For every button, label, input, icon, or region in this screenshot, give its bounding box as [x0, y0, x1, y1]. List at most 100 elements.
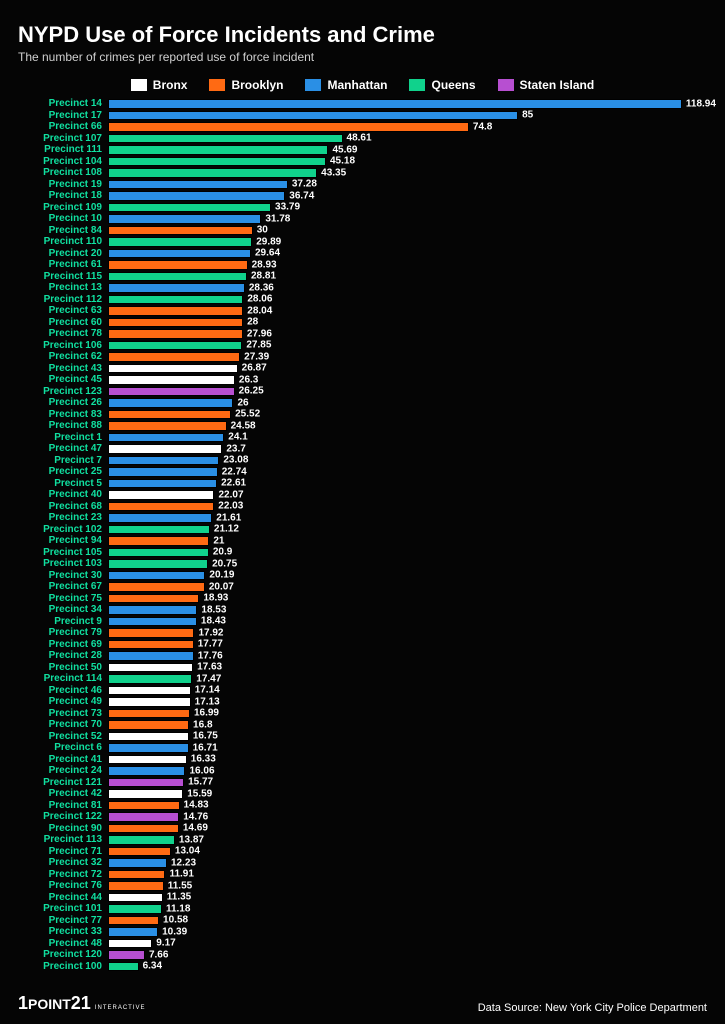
- legend-swatch: [131, 79, 147, 91]
- bar-area: 118.94: [108, 98, 687, 110]
- bar: [108, 467, 218, 477]
- bar: [108, 364, 238, 374]
- precinct-label: Precinct 43: [26, 363, 108, 374]
- chart-row: Precinct 9014.69: [26, 823, 687, 835]
- bar: [108, 387, 235, 397]
- bar-area: 9.17: [108, 938, 687, 950]
- value-label: 27.85: [242, 340, 271, 351]
- value-label: 16.71: [189, 742, 218, 753]
- precinct-label: Precinct 40: [26, 489, 108, 500]
- bar-area: 43.35: [108, 167, 687, 179]
- legend-label: Staten Island: [520, 78, 595, 92]
- bar-area: 29.89: [108, 236, 687, 248]
- bar-area: 26.25: [108, 386, 687, 398]
- bar-area: 29.64: [108, 248, 687, 260]
- chart-row: Precinct 2626: [26, 397, 687, 409]
- precinct-label: Precinct 72: [26, 869, 108, 880]
- value-label: 16.33: [187, 754, 216, 765]
- bar: [108, 456, 219, 466]
- value-label: 18.93: [199, 593, 228, 604]
- bar-area: 17.13: [108, 696, 687, 708]
- chart-row: Precinct 10843.35: [26, 167, 687, 179]
- bar: [108, 260, 248, 270]
- bar-area: 17.63: [108, 662, 687, 674]
- bar: [108, 99, 682, 109]
- chart-row: Precinct 2029.64: [26, 248, 687, 260]
- bar: [108, 490, 214, 500]
- bar-area: 26: [108, 397, 687, 409]
- precinct-label: Precinct 68: [26, 501, 108, 512]
- precinct-label: Precinct 48: [26, 938, 108, 949]
- bar-area: 36.74: [108, 190, 687, 202]
- bar: [108, 732, 189, 742]
- chart-row: Precinct 4215.59: [26, 788, 687, 800]
- value-label: 43.35: [317, 167, 346, 178]
- bar: [108, 157, 326, 167]
- value-label: 9.17: [152, 938, 175, 949]
- chart-row: Precinct 1006.34: [26, 961, 687, 973]
- bar: [108, 548, 209, 558]
- bar-area: 11.91: [108, 869, 687, 881]
- chart-row: Precinct 11417.47: [26, 673, 687, 685]
- chart-row: Precinct 1031.78: [26, 213, 687, 225]
- value-label: 74.8: [469, 121, 492, 132]
- precinct-label: Precinct 81: [26, 800, 108, 811]
- chart-row: Precinct 4326.87: [26, 363, 687, 375]
- precinct-label: Precinct 62: [26, 351, 108, 362]
- precinct-label: Precinct 1: [26, 432, 108, 443]
- bar-area: 18.53: [108, 604, 687, 616]
- legend: BronxBrooklynManhattanQueensStaten Islan…: [18, 78, 707, 92]
- precinct-label: Precinct 110: [26, 236, 108, 247]
- bar-area: 48.61: [108, 133, 687, 145]
- precinct-label: Precinct 94: [26, 535, 108, 546]
- precinct-label: Precinct 105: [26, 547, 108, 558]
- bar-area: 24.58: [108, 420, 687, 432]
- bar-area: 22.03: [108, 501, 687, 513]
- bar: [108, 605, 197, 615]
- value-label: 26.25: [235, 386, 264, 397]
- chart-row: Precinct 4411.35: [26, 892, 687, 904]
- value-label: 23.7: [222, 443, 245, 454]
- bar: [108, 582, 205, 592]
- precinct-label: Precinct 67: [26, 581, 108, 592]
- value-label: 26.3: [235, 374, 258, 385]
- chart-row: Precinct 4917.13: [26, 696, 687, 708]
- logo-sub: INTERACTIVE: [95, 1005, 146, 1011]
- precinct-label: Precinct 90: [26, 823, 108, 834]
- bar-area: 33.79: [108, 202, 687, 214]
- bar-area: 7.66: [108, 949, 687, 961]
- value-label: 118.94: [682, 98, 716, 109]
- precinct-label: Precinct 19: [26, 179, 108, 190]
- bar: [108, 743, 189, 753]
- chart-row: Precinct 2416.06: [26, 765, 687, 777]
- bar: [108, 341, 242, 351]
- bar: [108, 950, 145, 960]
- legend-swatch: [209, 79, 225, 91]
- value-label: 16.06: [185, 765, 214, 776]
- chart-row: Precinct 10221.12: [26, 524, 687, 536]
- bar-area: 18.43: [108, 616, 687, 628]
- chart-row: Precinct 106 27.85: [26, 340, 687, 352]
- value-label: 33.79: [271, 202, 300, 213]
- precinct-label: Precinct 122: [26, 811, 108, 822]
- bar: [108, 881, 164, 891]
- chart-row: Precinct 6917.77: [26, 639, 687, 651]
- value-label: 17.92: [194, 627, 223, 638]
- bar: [108, 778, 184, 788]
- precinct-label: Precinct 106: [26, 340, 108, 351]
- precinct-label: Precinct 14: [26, 98, 108, 109]
- bar: [108, 559, 208, 569]
- bar-area: 16.99: [108, 708, 687, 720]
- bar-area: 30: [108, 225, 687, 237]
- bar-area: 15.59: [108, 788, 687, 800]
- bar-area: 16.75: [108, 731, 687, 743]
- chart-row: Precinct 6328.04: [26, 305, 687, 317]
- chart-row: Precinct 8325.52: [26, 409, 687, 421]
- value-label: 28.81: [247, 271, 276, 282]
- bar: [108, 168, 317, 178]
- precinct-label: Precinct 34: [26, 604, 108, 615]
- value-label: 45.18: [326, 156, 355, 167]
- chart-row: Precinct 124.1: [26, 432, 687, 444]
- chart-row: Precinct 7827.96: [26, 328, 687, 340]
- chart-row: Precinct 6720.07: [26, 581, 687, 593]
